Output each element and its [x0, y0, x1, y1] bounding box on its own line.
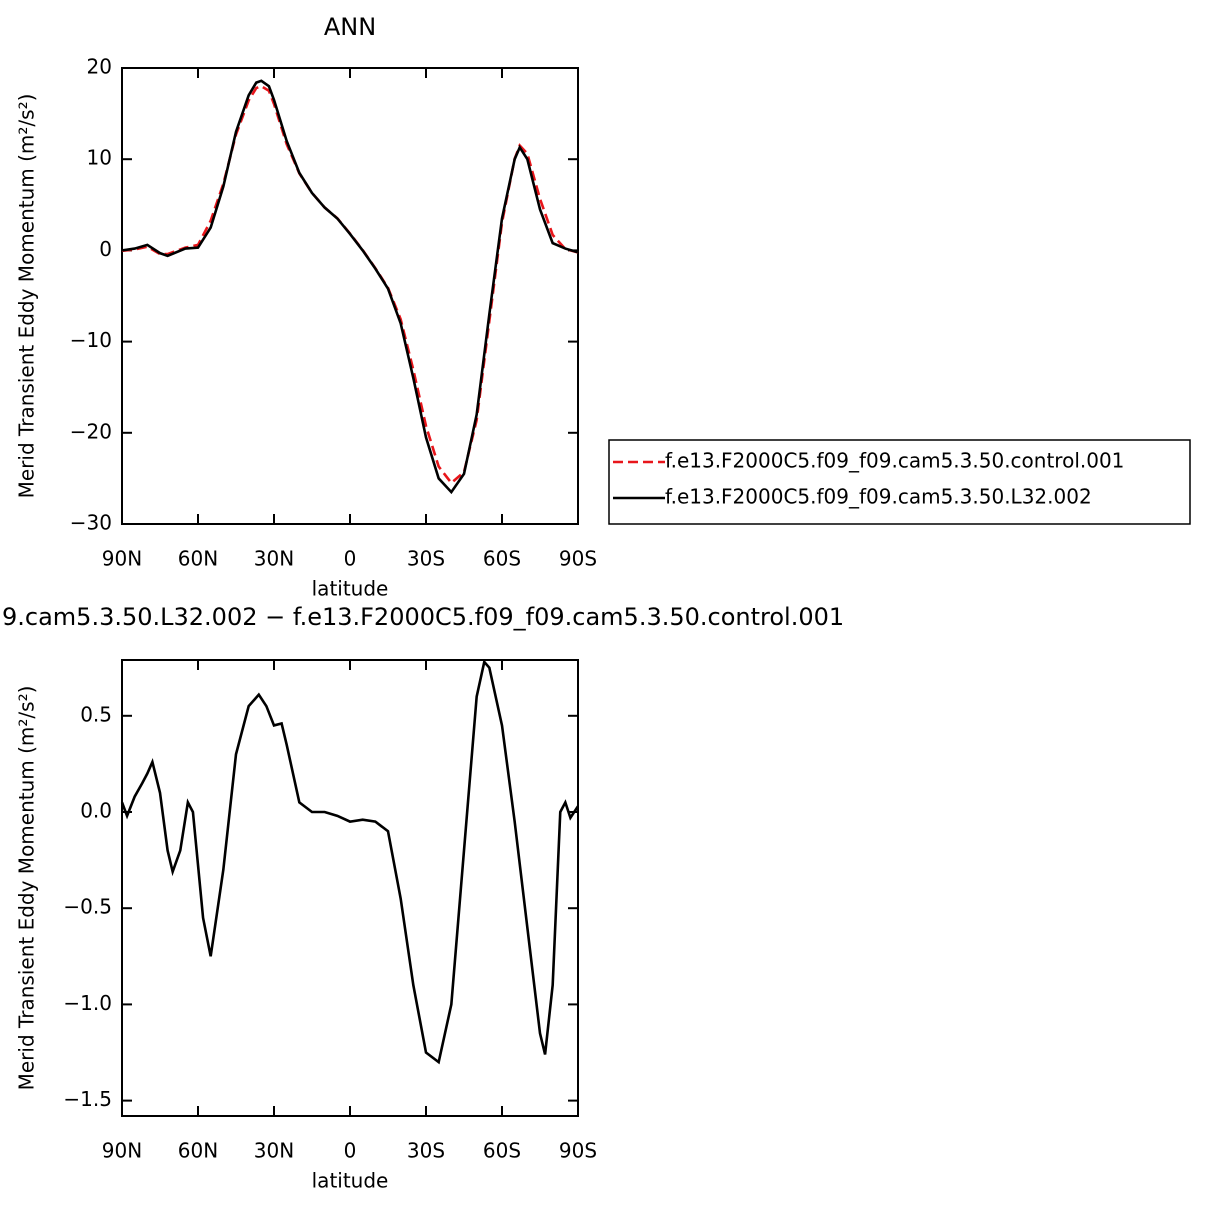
data-line [120, 659, 580, 1065]
x-tick-label: 60S [483, 547, 521, 571]
y-tick-label: 0.5 [80, 702, 112, 726]
y-axis-label: Merid Transient Eddy Momentum (m²/s²) [15, 686, 39, 1091]
x-tick-label: 90S [559, 1139, 597, 1163]
plot-frame [121, 659, 579, 1117]
x-tick-label: 0 [344, 1139, 357, 1163]
y-tick-label: −0.5 [63, 895, 112, 919]
y-tick-label: 0.0 [80, 799, 112, 823]
y-tick-label: 0 [99, 237, 112, 261]
x-tick-label: 60N [178, 547, 218, 571]
x-axis-label: latitude [312, 1169, 389, 1193]
x-tick-label: 90S [559, 547, 597, 571]
y-tick-label: −1.5 [63, 1087, 112, 1111]
x-axis-label: latitude [312, 577, 389, 601]
y-tick-label: −10 [70, 328, 112, 352]
y-tick-label: −20 [70, 419, 112, 443]
x-tick-label: 0 [344, 547, 357, 571]
plot-frame [121, 67, 579, 525]
x-tick-label: 30S [407, 547, 445, 571]
data-line [121, 84, 579, 485]
x-tick-label: 30S [407, 1139, 445, 1163]
y-tick-label: −1.0 [63, 991, 112, 1015]
x-tick-label: 90N [102, 547, 142, 571]
chart-title: 9.cam5.3.50.L32.002 − f.e13.F2000C5.f09_… [2, 603, 844, 631]
legend-box [608, 439, 1191, 525]
y-tick-label: −30 [70, 511, 112, 535]
x-tick-label: 60N [178, 1139, 218, 1163]
y-tick-label: 20 [87, 55, 112, 79]
x-tick-label: 90N [102, 1139, 142, 1163]
y-axis-label: Merid Transient Eddy Momentum (m²/s²) [15, 94, 39, 499]
x-tick-label: 60S [483, 1139, 521, 1163]
x-tick-label: 30N [254, 547, 294, 571]
legend-label: f.e13.F2000C5.f09_f09.cam5.3.50.control.… [665, 449, 1124, 473]
data-line [121, 79, 579, 495]
y-tick-label: 10 [87, 146, 112, 170]
legend-label: f.e13.F2000C5.f09_f09.cam5.3.50.L32.002 [665, 485, 1092, 509]
x-tick-label: 30N [254, 1139, 294, 1163]
chart-title: ANN [324, 13, 376, 41]
